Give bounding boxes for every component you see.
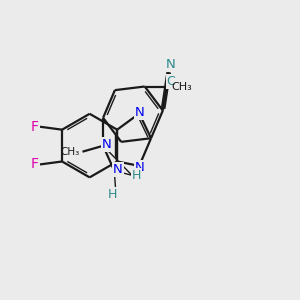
Text: F: F — [31, 158, 39, 171]
Text: N: N — [135, 106, 145, 119]
Text: C: C — [167, 75, 176, 88]
Text: N: N — [102, 138, 112, 151]
Text: H: H — [108, 188, 118, 201]
Text: N: N — [113, 163, 123, 176]
Text: F: F — [31, 120, 39, 134]
Text: N: N — [135, 161, 145, 174]
Text: CH₃: CH₃ — [171, 82, 192, 92]
Text: N: N — [165, 58, 175, 71]
Text: H: H — [132, 169, 141, 182]
Text: CH₃: CH₃ — [60, 147, 80, 157]
